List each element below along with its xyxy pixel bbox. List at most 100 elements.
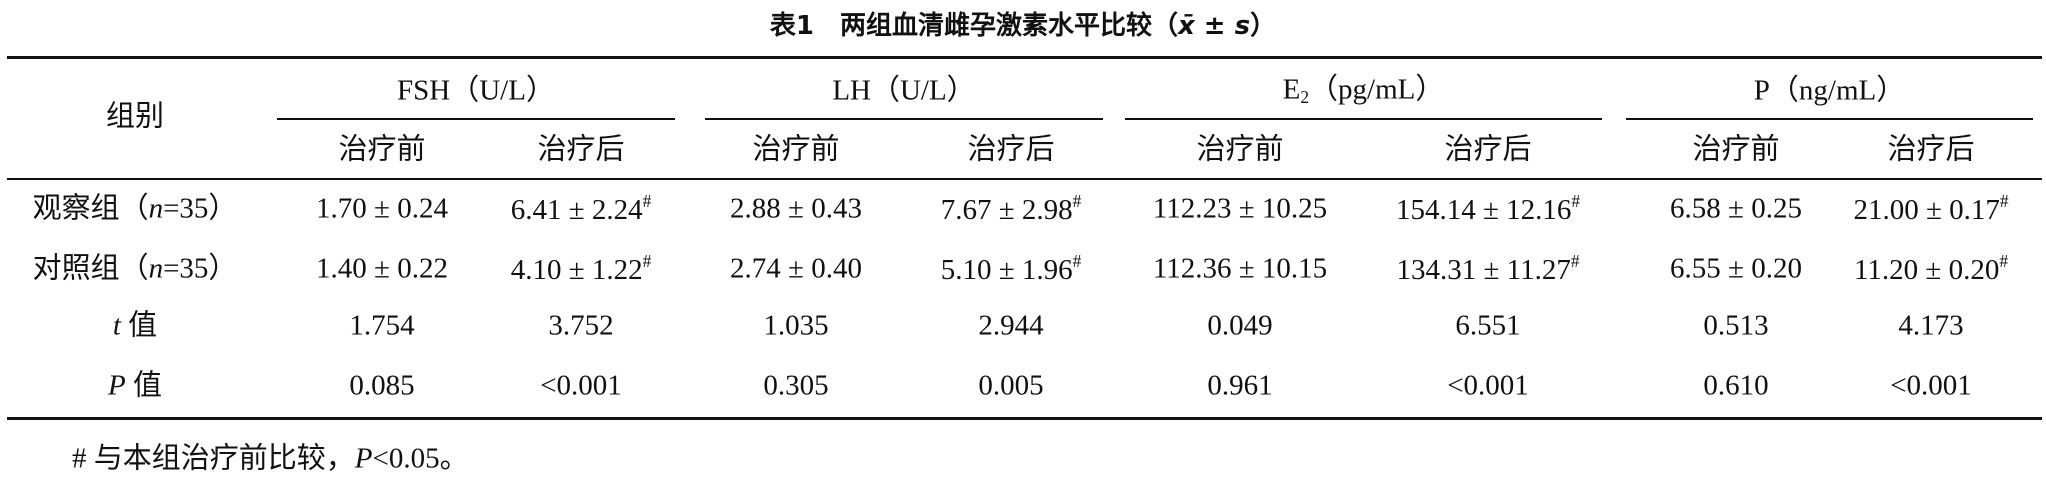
sub-header: 治疗前: [338, 133, 426, 166]
row-label: 对照组（n=35）: [32, 252, 238, 285]
sub-header: 治疗后: [537, 133, 625, 166]
cell: 154.14 ± 12.16#: [1395, 190, 1581, 227]
text-part: 1.70 ± 0.24: [316, 192, 448, 225]
cell: 4.173: [1898, 309, 1964, 342]
row-label: t 值: [112, 309, 158, 342]
cell: 0.610: [1703, 369, 1769, 402]
text-part: E: [1282, 73, 1301, 106]
footnote: # 与本组治疗前比较，P<0.05。: [72, 442, 469, 475]
text-part: 0.049: [1207, 309, 1273, 342]
cell: 6.55 ± 0.20: [1670, 254, 1802, 284]
text-part: 4.10 ± 1.22: [510, 254, 643, 287]
group-rule: [277, 118, 675, 120]
text-part: <0.001: [1447, 369, 1529, 402]
sub-header: 治疗前: [1692, 133, 1780, 166]
sub-header: 治疗后: [967, 133, 1055, 166]
text-part: # 与本组治疗前比较，: [72, 442, 355, 475]
text-part: LH（U/L）: [832, 74, 976, 107]
cell: 3.752: [548, 309, 614, 342]
text-part: 0.961: [1207, 369, 1273, 402]
cell: 2.944: [978, 309, 1044, 342]
text-part: 1.035: [763, 309, 829, 342]
sub-header: 治疗后: [1887, 133, 1975, 166]
text-part: 治疗后: [1887, 133, 1975, 166]
text-part: =35）: [163, 192, 238, 225]
text-part: t: [112, 309, 121, 342]
text-part: 1.754: [349, 309, 415, 342]
text-part: 治疗前: [338, 133, 426, 166]
text-part: 0.513: [1703, 309, 1769, 342]
cell: 134.31 ± 11.27#: [1396, 252, 1579, 287]
cell: 0.305: [763, 369, 829, 402]
group-header: P（ng/mL）: [1754, 76, 1905, 106]
cell: 1.40 ± 0.22: [316, 252, 448, 285]
cell: 2.74 ± 0.40: [730, 252, 862, 285]
cell: 0.513: [1703, 309, 1769, 342]
text-part: 6.551: [1455, 309, 1521, 342]
text-part: 治疗后: [537, 133, 625, 166]
text-part: 治疗前: [752, 133, 840, 166]
row-label: 观察组（n=35）: [32, 192, 238, 225]
cell: <0.001: [1447, 369, 1529, 402]
cell: 6.41 ± 2.24#: [511, 192, 652, 225]
cell: 112.23 ± 10.25: [1152, 192, 1328, 225]
cell: 6.58 ± 0.25: [1670, 194, 1802, 224]
text-part: 2.74 ± 0.40: [730, 252, 862, 285]
text-part: 值: [125, 369, 162, 402]
text-part: <0.001: [1890, 369, 1972, 402]
bottom-rule: [7, 417, 2042, 420]
text-part: ±: [1194, 11, 1235, 41]
cell: 6.551: [1455, 309, 1521, 342]
cell: 5.10 ± 1.96#: [940, 250, 1082, 287]
text-part: 治疗后: [967, 133, 1055, 166]
text-part: 对照组（: [32, 252, 149, 285]
text-part: 2.944: [978, 309, 1044, 342]
cell: <0.001: [1890, 369, 1972, 402]
text-part: FSH（U/L）: [397, 74, 555, 107]
text-part: 1.40 ± 0.22: [316, 252, 448, 285]
sub-header: 治疗前: [752, 133, 840, 166]
text-part: #: [1999, 190, 2009, 211]
text-part: <0.05。: [372, 442, 469, 475]
cell: 1.754: [349, 309, 415, 342]
text-part: （pg/mL）: [1309, 73, 1445, 106]
text-part: 0.610: [1703, 369, 1769, 402]
text-part: s: [1234, 11, 1251, 41]
text-part: 4.173: [1898, 309, 1964, 342]
text-part: #: [1999, 250, 2009, 271]
cell: 7.67 ± 2.98#: [941, 192, 1082, 225]
text-part: ）: [1250, 11, 1277, 41]
group-header: LH（U/L）: [832, 74, 976, 107]
top-rule: [7, 56, 2042, 59]
text-part: P: [354, 442, 373, 475]
text-part: 5.10 ± 1.96: [940, 254, 1073, 287]
cell: 21.00 ± 0.17#: [1853, 190, 2009, 227]
text-part: 0.005: [978, 369, 1044, 402]
text-part: #: [1072, 250, 1082, 271]
table-title: 表1 两组血清雌孕激素水平比较（x̄ ± s）: [770, 13, 1276, 39]
cell: 112.36 ± 10.15: [1152, 252, 1328, 285]
text-part: 治疗前: [1692, 133, 1780, 166]
text-part: n: [148, 252, 164, 285]
text-part: 0.305: [763, 369, 829, 402]
text-part: n: [148, 192, 164, 225]
text-part: 表1 两组血清雌孕激素水平比较（: [769, 11, 1178, 41]
text-part: 134.31 ± 11.27: [1396, 254, 1571, 287]
text-part: 154.14 ± 12.16: [1395, 194, 1572, 227]
cell: 0.049: [1207, 309, 1273, 342]
text-part: 112.36 ± 10.15: [1152, 252, 1328, 285]
row-label: P 值: [108, 369, 162, 402]
text-part: 112.23 ± 10.25: [1152, 192, 1328, 225]
text-part: #: [642, 250, 652, 271]
text-part: #: [1571, 190, 1581, 211]
text-part: 值: [120, 309, 158, 342]
text-part: 治疗后: [1444, 133, 1532, 166]
text-part: 观察组（: [32, 192, 149, 225]
text-part: 3.752: [548, 309, 614, 342]
cell: 0.961: [1207, 369, 1273, 402]
text-part: =35）: [163, 252, 238, 285]
group-rule: [705, 118, 1103, 120]
text-part: 21.00 ± 0.17: [1853, 194, 2000, 227]
cell: <0.001: [540, 371, 622, 401]
